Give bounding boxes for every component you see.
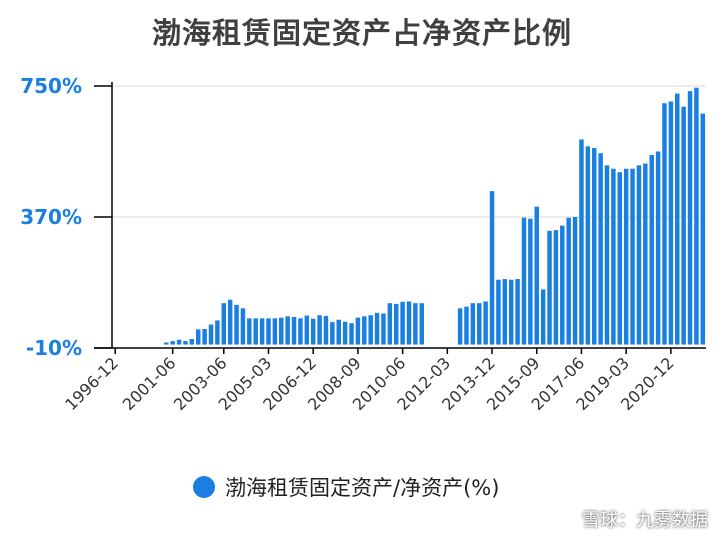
bar[interactable] [215,320,220,345]
bar[interactable] [259,318,265,345]
bar[interactable] [387,303,393,345]
bar[interactable] [617,172,623,345]
bar[interactable] [221,303,227,345]
bar[interactable] [317,315,322,345]
x-tick-label: 2001-06 [119,353,180,414]
bar[interactable] [643,163,648,345]
bar[interactable] [323,315,329,345]
bar[interactable] [681,106,686,345]
bar[interactable] [470,303,476,345]
bar[interactable] [598,153,603,345]
bar[interactable] [464,306,469,345]
y-tick-label: -10% [26,336,82,360]
bar[interactable] [675,93,680,345]
bar[interactable] [170,341,175,345]
bar[interactable] [189,339,195,345]
y-tick-label: 370% [20,205,82,229]
bar[interactable] [662,103,667,345]
bar[interactable] [636,165,642,345]
bar[interactable] [272,318,278,345]
bar[interactable] [202,329,207,345]
bar[interactable] [304,315,310,345]
watermark: 雪球：九雾数据 [554,506,708,532]
bar[interactable] [234,304,239,345]
bar[interactable] [279,317,284,345]
bar[interactable] [694,87,699,345]
bar[interactable] [368,315,373,345]
legend-marker-icon [193,476,215,498]
bar[interactable] [266,318,271,345]
bar[interactable] [611,168,616,345]
bar[interactable] [291,316,297,345]
bar[interactable] [668,101,674,345]
bar[interactable] [572,217,578,345]
axes [94,82,706,354]
bar[interactable] [208,324,214,345]
bar[interactable] [362,316,367,345]
bar[interactable] [560,225,565,345]
bar[interactable] [534,206,539,345]
bar[interactable] [604,165,610,345]
bar[interactable] [496,279,501,345]
chart-title: 渤海租赁固定资产占净资产比例 [151,16,572,50]
y-axis-ticks: -10% 370% 750% [20,74,82,360]
bar[interactable] [164,342,169,345]
bar[interactable] [381,313,386,345]
bar[interactable] [579,139,584,345]
y-tick-label: 750% [20,74,82,98]
bar[interactable] [349,323,354,345]
bar[interactable] [508,279,514,345]
bar[interactable] [630,168,635,345]
bar[interactable] [355,317,361,345]
legend[interactable]: 渤海租赁固定资产/净资产(%) [193,472,499,502]
bar[interactable] [336,319,341,345]
legend-label: 渤海租赁固定资产/净资产(%) [225,476,500,500]
bar[interactable] [393,303,399,345]
bar[interactable] [477,303,482,345]
x-axis-ticks: 1996-122001-062003-062005-032006-122008-… [61,353,677,414]
x-tick-label: 1996-12 [61,353,122,414]
bar[interactable] [298,318,303,345]
bar[interactable] [253,318,258,345]
bar[interactable] [489,191,495,345]
bar[interactable] [419,303,425,345]
bar[interactable] [195,329,201,345]
bar[interactable] [591,148,597,345]
bar[interactable] [247,318,252,345]
bar[interactable] [502,279,508,345]
bar[interactable] [566,217,571,345]
snowball-logo-icon [554,508,576,530]
bar[interactable] [553,230,559,345]
bar[interactable] [515,279,520,345]
bar[interactable] [700,113,706,345]
bar[interactable] [374,312,380,345]
bar[interactable] [521,217,527,345]
bar[interactable] [483,301,488,345]
bar[interactable] [285,316,290,345]
bar[interactable] [330,322,335,345]
bar[interactable] [457,308,463,345]
bar[interactable] [528,218,533,345]
bar[interactable] [406,301,412,345]
bar[interactable] [540,289,546,345]
bar[interactable] [183,341,188,345]
bar[interactable] [585,146,591,345]
bar[interactable] [687,91,693,345]
bar[interactable] [547,230,552,345]
bar[interactable] [227,299,233,345]
bar[interactable] [655,151,661,345]
bar-series [164,87,706,345]
bar[interactable] [649,154,654,345]
bar[interactable] [176,339,182,345]
bar[interactable] [240,308,246,345]
bar[interactable] [310,318,316,345]
bar[interactable] [400,301,405,345]
bar[interactable] [342,321,348,345]
bar[interactable] [413,303,418,345]
bar[interactable] [623,168,629,345]
watermark-text: 雪球：九雾数据 [582,510,708,531]
